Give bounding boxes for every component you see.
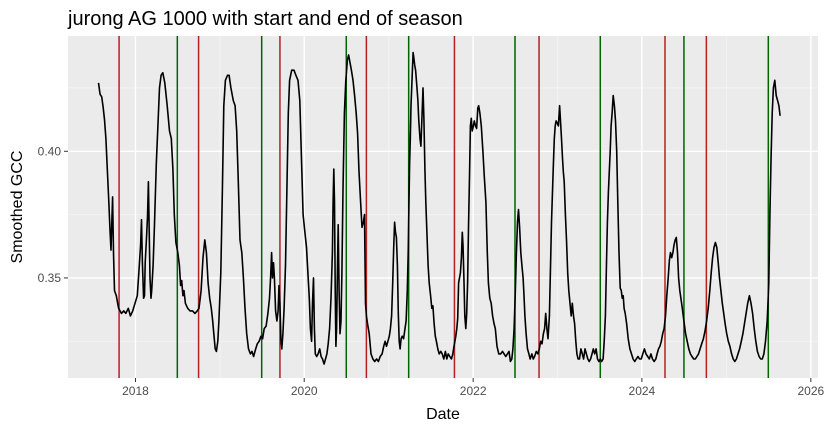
x-axis-title: Date [426,406,460,423]
x-tick-label: 2024 [629,384,656,398]
major-gridlines [68,36,818,378]
x-tick-label: 2026 [797,384,824,398]
x-tick-label: 2020 [291,384,318,398]
gcc-series-line [97,51,781,365]
y-axis: 0.35 0.40 [38,144,68,285]
x-axis: 2018 2020 2022 2024 2026 [122,378,825,398]
season-markers [118,36,770,378]
y-tick-label: 0.40 [38,144,62,158]
y-axis-title: Smoothed GCC [9,151,26,264]
x-tick-label: 2022 [460,384,487,398]
plot-panel [68,36,818,378]
x-tick-label: 2018 [122,384,149,398]
minor-gridlines [68,36,818,378]
chart-title: jurong AG 1000 with start and end of sea… [67,8,463,30]
y-tick-label: 0.35 [38,271,62,285]
